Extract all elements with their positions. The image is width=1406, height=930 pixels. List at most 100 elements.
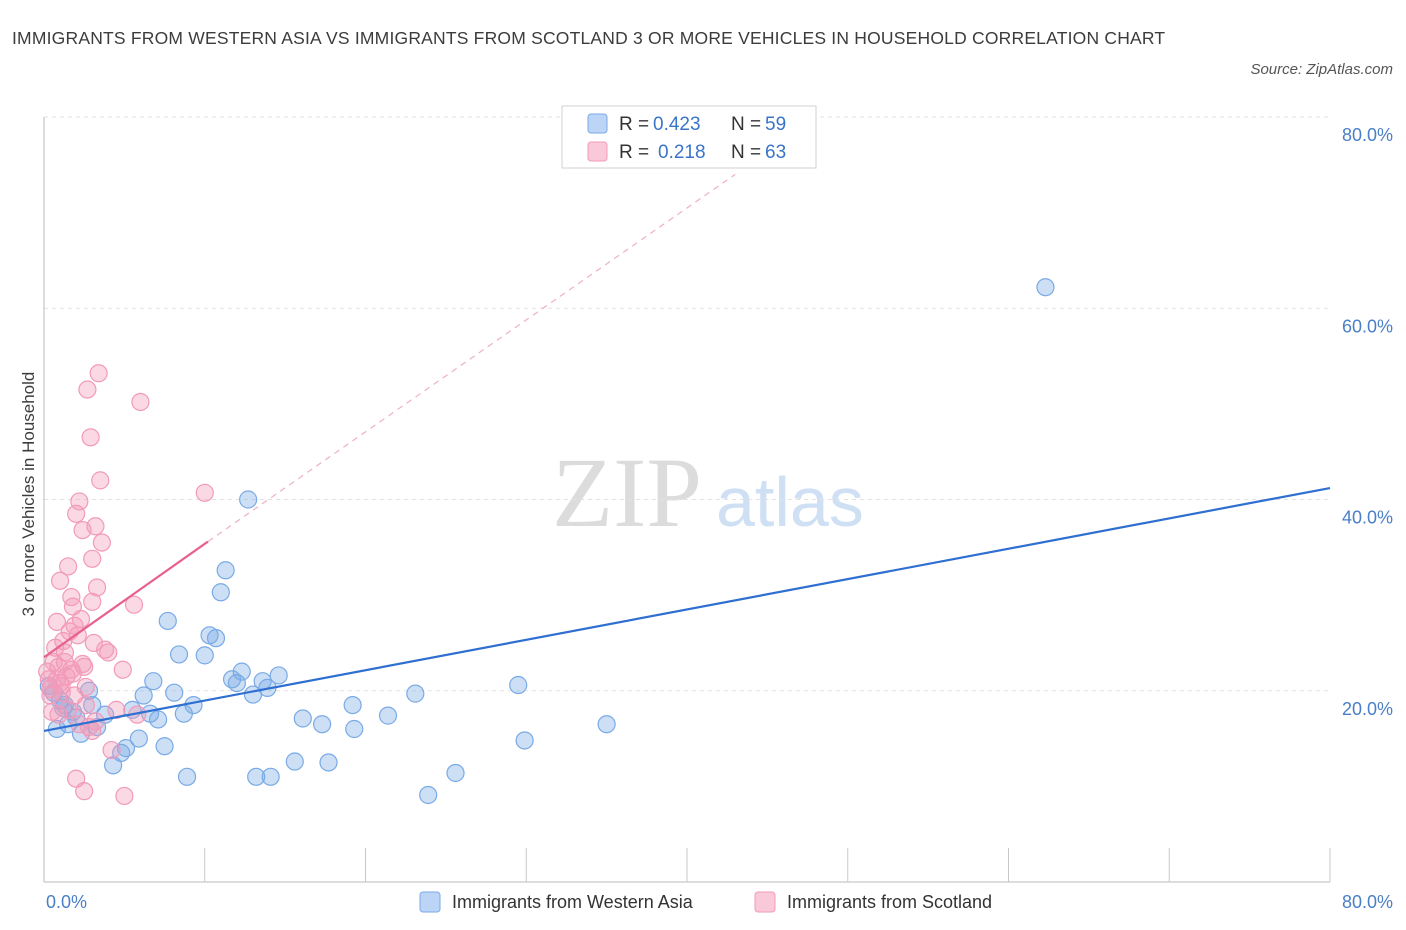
stats-legend: R = 0.423 N = 59 R = 0.218 N = 63	[561, 105, 817, 169]
point-scotland-37	[107, 700, 126, 719]
y-axis-label: 3 or more Vehicles in Household	[19, 372, 38, 617]
trend-lines	[43, 173, 1331, 732]
point-western-asia-27	[177, 767, 197, 786]
point-scotland-40	[124, 595, 144, 614]
point-western-asia-24	[165, 683, 184, 702]
point-scotland-58	[83, 592, 102, 611]
point-western-asia-29	[195, 646, 214, 665]
point-scotland-39	[115, 786, 134, 806]
x-ticks	[204, 848, 1331, 882]
point-scotland-33	[91, 471, 110, 490]
point-scotland-31	[87, 578, 107, 597]
point-western-asia-46	[312, 715, 332, 734]
point-scotland-13	[59, 557, 78, 576]
series-legend: Immigrants from Western Asia Immigrants …	[419, 891, 992, 913]
trend-line-scotland	[43, 540, 209, 659]
point-western-asia-32	[211, 583, 230, 602]
legend-n-value-0: 59	[765, 114, 786, 135]
point-scotland-62	[59, 700, 78, 719]
point-scotland-55	[62, 660, 81, 679]
series-scotland	[38, 364, 214, 806]
legend-n-label-1: N =	[731, 142, 761, 163]
point-western-asia-25	[169, 645, 189, 664]
trend-line-western-asia	[43, 486, 1331, 732]
point-western-asia-35	[227, 673, 246, 693]
legend-n-value-1: 63	[765, 142, 786, 163]
legend-r-label-1: R =	[619, 142, 649, 163]
bottom-legend-label-scotland: Immigrants from Scotland	[787, 892, 992, 912]
y-tick-labels: 20.0% 40.0% 60.0% 80.0%	[1342, 125, 1393, 719]
point-western-asia-57	[1036, 278, 1055, 297]
point-western-asia-42	[261, 767, 280, 786]
point-western-asia-20	[144, 672, 163, 691]
point-western-asia-55	[515, 731, 534, 750]
point-western-asia-53	[446, 763, 465, 783]
point-western-asia-37	[239, 490, 258, 509]
y-tick-label-40: 40.0%	[1342, 508, 1393, 528]
point-western-asia-54	[509, 675, 528, 695]
point-scotland-29	[84, 633, 103, 653]
point-scotland-25	[78, 380, 97, 399]
y-tick-label-80: 80.0%	[1342, 125, 1393, 145]
point-scotland-20	[70, 492, 89, 511]
point-scotland-28	[83, 549, 102, 568]
point-western-asia-44	[285, 752, 304, 771]
point-western-asia-45	[293, 709, 312, 728]
point-western-asia-21	[149, 710, 168, 729]
point-western-asia-52	[419, 785, 438, 805]
point-scotland-35	[99, 643, 118, 662]
point-western-asia-33	[216, 561, 235, 580]
point-scotland-59	[76, 677, 95, 697]
point-scotland-8	[50, 571, 70, 590]
bottom-legend-swatch-western-asia	[419, 891, 441, 913]
source-credit: Source: ZipAtlas.com	[1250, 61, 1393, 78]
point-scotland-43	[195, 483, 214, 502]
point-scotland-34	[92, 533, 111, 552]
series-western-asia	[39, 278, 1055, 805]
point-western-asia-18	[134, 686, 153, 705]
grid-lines	[44, 116, 1330, 692]
point-scotland-32	[89, 364, 108, 383]
point-western-asia-15	[116, 739, 136, 758]
point-western-asia-56	[597, 715, 616, 734]
point-scotland-11	[55, 643, 74, 662]
point-western-asia-23	[158, 611, 177, 631]
bottom-legend-swatch-scotland	[754, 891, 776, 913]
point-scotland-52	[41, 679, 60, 698]
point-scotland-61	[95, 640, 115, 659]
legend-swatch-western-asia	[587, 113, 608, 134]
point-western-asia-47	[319, 753, 338, 772]
legend-n-label-0: N =	[731, 114, 761, 135]
x-tick-label-max: 80.0%	[1342, 892, 1393, 912]
legend-r-value-1: 0.218	[658, 142, 706, 163]
legend-swatch-scotland	[587, 141, 608, 162]
point-scotland-60	[63, 597, 83, 616]
point-scotland-42	[131, 392, 150, 412]
point-scotland-53	[49, 705, 68, 724]
x-tick-label-min: 0.0%	[46, 892, 87, 912]
point-western-asia-50	[378, 706, 398, 725]
point-scotland-46	[65, 616, 84, 635]
legend-r-value-0: 0.423	[653, 114, 701, 135]
point-scotland-45	[75, 782, 94, 801]
point-scotland-57	[73, 654, 92, 674]
point-western-asia-22	[155, 737, 174, 756]
point-scotland-36	[102, 740, 121, 760]
chart-title: IMMIGRANTS FROM WESTERN ASIA VS IMMIGRAN…	[12, 28, 1166, 48]
watermark-zip: ZIP	[552, 437, 702, 548]
trend-extension-scotland	[207, 173, 736, 543]
point-scotland-24	[76, 695, 95, 715]
point-western-asia-36	[232, 662, 251, 681]
point-scotland-48	[47, 670, 66, 689]
point-scotland-6	[47, 612, 66, 632]
point-scotland-30	[86, 517, 105, 536]
point-western-asia-48	[345, 719, 364, 739]
point-western-asia-17	[129, 729, 148, 748]
point-scotland-27	[81, 428, 100, 447]
watermark-atlas: atlas	[716, 463, 864, 541]
point-scotland-38	[113, 660, 132, 679]
point-scotland-54	[52, 683, 71, 702]
point-western-asia-28	[184, 695, 203, 715]
point-western-asia-31	[206, 629, 226, 648]
point-western-asia-49	[343, 695, 362, 715]
